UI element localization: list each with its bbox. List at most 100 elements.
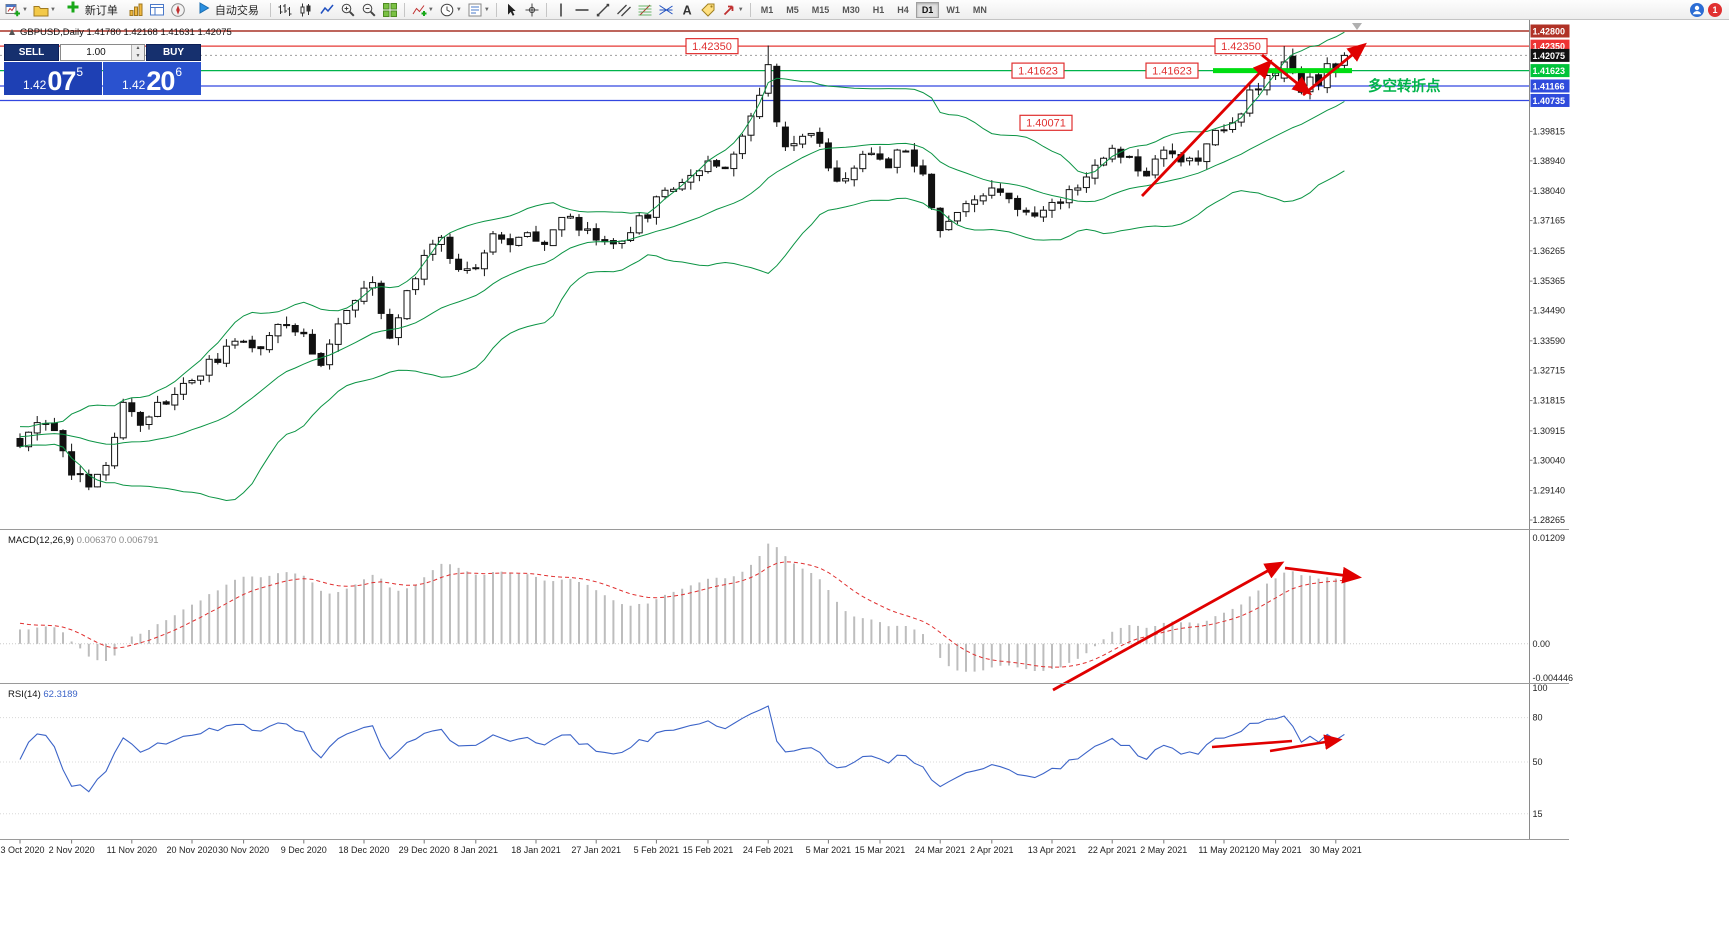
bollinger-upper-band [19, 31, 1345, 428]
crosshair-button[interactable] [522, 1, 542, 19]
time-axis[interactable]: 23 Oct 2020 2 Nov 2020 11 Nov 2020 20 Nov 2… [0, 839, 1362, 856]
volume-increase-button[interactable]: ▲ [132, 45, 144, 53]
sell-price-display[interactable]: 1.42 07 5 [4, 62, 102, 95]
candle-body [515, 236, 523, 246]
candle-body [747, 115, 755, 136]
candle-body [523, 232, 531, 237]
new-chart-button[interactable]: ▼ [3, 1, 30, 19]
rsi-line [19, 705, 1345, 793]
price-label-text: 1.42350 [1221, 41, 1261, 53]
candle-body [16, 437, 24, 447]
turning-point-annotation[interactable]: 多空转折点 [1368, 77, 1441, 95]
market-watch-button[interactable] [126, 1, 146, 19]
candle-body [179, 382, 187, 395]
volume-decrease-button[interactable]: ▼ [132, 52, 144, 60]
candle-body [188, 380, 196, 384]
data-window-button[interactable] [147, 1, 167, 19]
candle-body [893, 149, 901, 168]
time-axis-label: 2 May 2021 [1140, 845, 1187, 855]
bar-chart-button[interactable] [275, 1, 295, 19]
timeframe-button-m1[interactable]: M1 [755, 2, 780, 18]
trendline-button[interactable] [593, 1, 613, 19]
price-axis-chip-text: 1.41166 [1533, 81, 1565, 91]
text-icon: A [679, 2, 695, 18]
price-axis-chip-text: 1.41623 [1533, 66, 1566, 76]
chart-profiles-icon [33, 2, 49, 18]
rsi-arrow[interactable] [1269, 734, 1343, 753]
candle-body [1160, 149, 1168, 160]
cursor-button[interactable] [501, 1, 521, 19]
fibonacci-button[interactable] [635, 1, 655, 19]
bar-chart-icon [277, 2, 293, 18]
timeframe-button-d1[interactable]: D1 [915, 1, 940, 18]
volume-box[interactable]: ▲ ▼ [60, 44, 145, 61]
zoom-out-button[interactable] [359, 1, 379, 19]
tile-windows-button[interactable] [380, 1, 400, 19]
vertical-line-button[interactable] [551, 1, 571, 19]
candle-body [670, 188, 678, 192]
autotrading-button[interactable]: 自动交易 [189, 1, 266, 19]
price-label-box[interactable] [1145, 62, 1199, 79]
candle-body [1082, 176, 1090, 189]
candle-body [721, 166, 729, 170]
navigator-button[interactable] [168, 1, 188, 19]
timeframe-button-m15[interactable]: M15 [806, 2, 836, 18]
price-label-box[interactable] [685, 38, 739, 55]
price-axis-label: 1.37165 [1533, 216, 1566, 226]
trend-up-arrow[interactable] [1140, 59, 1273, 197]
sell-button[interactable]: SELL [4, 44, 59, 61]
notification-badge[interactable]: 1 [1708, 2, 1722, 17]
timeframe-button-h4[interactable]: H4 [891, 2, 915, 18]
candle-body [1125, 155, 1133, 158]
candle-body [575, 216, 583, 231]
equidistant-channel-button[interactable] [614, 1, 634, 19]
candle-body [472, 267, 480, 270]
pullback-arrow[interactable] [1261, 53, 1312, 96]
candle-body [240, 340, 248, 343]
time-axis-label: 8 Jan 2021 [454, 845, 499, 855]
macd-flat-arrow[interactable] [1284, 566, 1363, 584]
time-axis-label: 15 Mar 2021 [855, 845, 906, 855]
line-chart-button[interactable] [317, 1, 337, 19]
periods-button[interactable]: ▼ [437, 1, 464, 19]
time-axis-label: 24 Feb 2021 [743, 845, 794, 855]
price-label-box[interactable] [1019, 114, 1073, 131]
chart-title-icon [9, 29, 15, 35]
andrews-pitchfork-button[interactable] [656, 1, 676, 19]
new-order-button[interactable]: 新订单 [59, 1, 125, 19]
macd-up-arrow[interactable] [1052, 561, 1285, 692]
navigator-icon [170, 2, 186, 18]
text-label-button[interactable] [698, 1, 718, 19]
community-button[interactable] [1687, 1, 1707, 19]
arrows-button[interactable]: ▼ [719, 1, 746, 19]
buy-button[interactable]: BUY [146, 44, 201, 61]
macd-label: MACD(12,26,9) 0.006370 0.006791 [8, 535, 159, 546]
timeframe-button-w1[interactable]: W1 [940, 2, 966, 18]
horizontal-line-button[interactable] [572, 1, 592, 19]
templates-button[interactable]: ▼ [465, 1, 492, 19]
timeframe-button-h1[interactable]: H1 [867, 2, 891, 18]
candlestick-chart-button[interactable] [296, 1, 316, 19]
indicators-button[interactable]: ▼ [409, 1, 436, 19]
chart-shift-marker[interactable] [1352, 23, 1362, 30]
timeframe-button-m5[interactable]: M5 [780, 2, 805, 18]
buy-price-display[interactable]: 1.42 20 6 [103, 62, 201, 95]
timeframe-button-mn[interactable]: MN [967, 2, 993, 18]
chart-profiles-button[interactable]: ▼ [31, 1, 58, 19]
drawn-objects[interactable]: 1.42350 1.42350 1.41623 1.41623 1.40071 多空转折点 [685, 38, 1441, 197]
indicators-icon [411, 2, 427, 18]
rsi-trend-line[interactable] [1211, 739, 1293, 749]
price-axis[interactable]: 1.39815 1.38940 1.38040 1.37165 1.36265 1.353… [1529, 20, 1570, 840]
candle-body [334, 323, 342, 345]
text-button[interactable]: A [677, 1, 697, 19]
timeframe-button-m30[interactable]: M30 [836, 2, 866, 18]
price-label-box[interactable] [1214, 38, 1268, 55]
breakout-arrow[interactable] [1302, 42, 1367, 97]
zoom-in-button[interactable] [338, 1, 358, 19]
candle-body [162, 401, 170, 405]
price-label-box[interactable] [1011, 62, 1065, 79]
panel-separators[interactable] [0, 529, 1569, 840]
candle-body [403, 290, 411, 320]
volume-input[interactable] [61, 45, 131, 60]
